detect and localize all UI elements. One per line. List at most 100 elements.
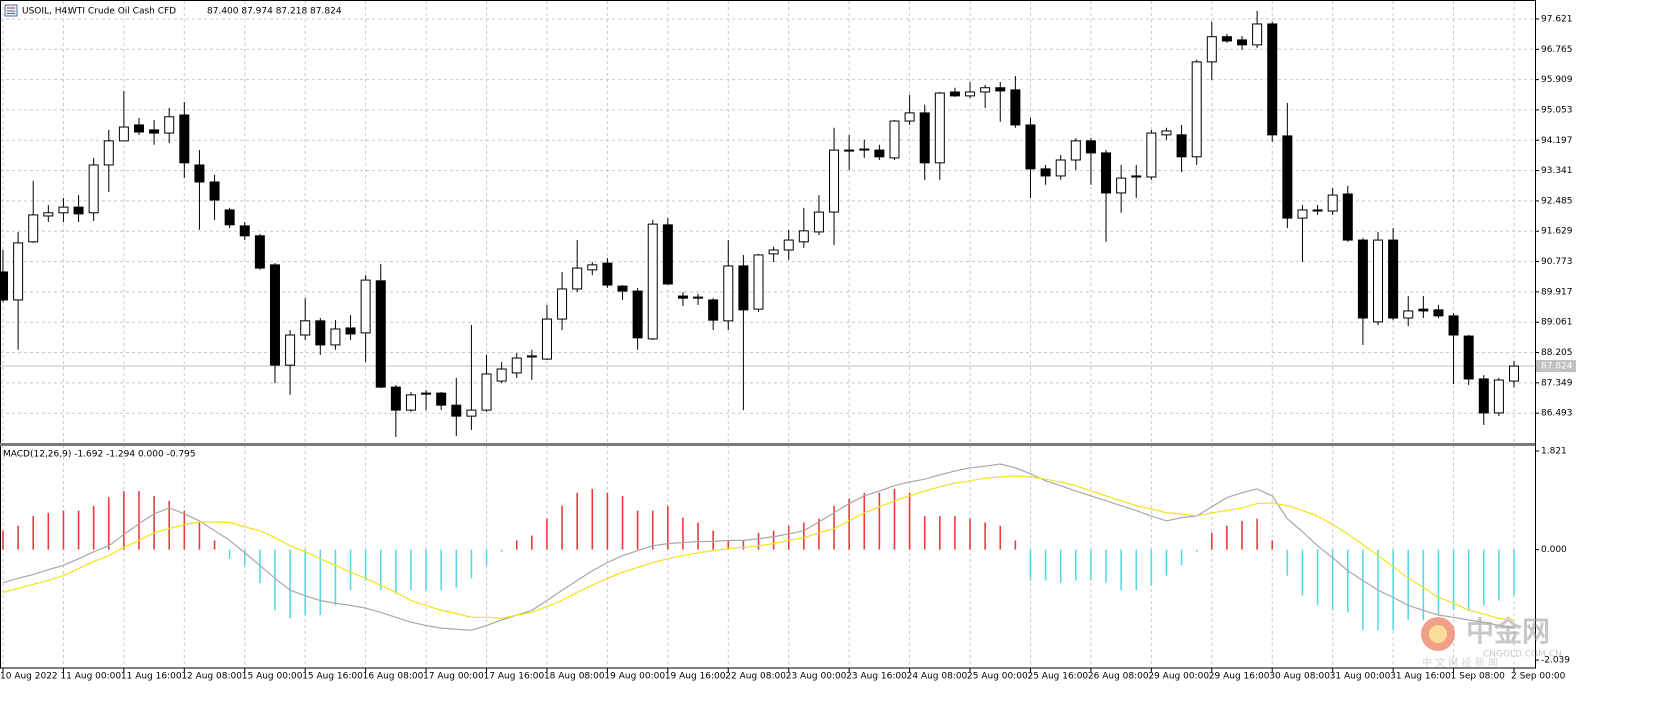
candle-body: [693, 296, 704, 299]
y-tick-label: 97.621: [1541, 14, 1573, 24]
candle-body: [859, 148, 870, 151]
candle-body: [1206, 36, 1217, 63]
x-tick-label: 12 Aug 08:00: [181, 672, 242, 682]
candle-body: [798, 230, 809, 243]
candle-body: [88, 164, 99, 214]
watermark-tagline: 中 文 财 经 新 闻: [1422, 656, 1498, 669]
candle-body: [874, 149, 885, 158]
x-tick-label: 2 Sep 00:00: [1511, 672, 1566, 682]
candle-body: [1433, 309, 1444, 317]
candle-body: [662, 224, 673, 285]
candle-body: [43, 212, 54, 217]
candle-body: [723, 265, 734, 322]
x-tick-label: 1 Sep 08:00: [1451, 672, 1506, 682]
candle-body: [708, 299, 719, 321]
candle-body: [405, 394, 416, 411]
candle-body: [1403, 310, 1414, 319]
candle-body: [617, 285, 628, 292]
candle-body: [1357, 239, 1368, 319]
candle-body: [118, 126, 129, 142]
y-tick-label: 89.061: [1541, 318, 1573, 328]
candle-body: [1055, 159, 1066, 177]
candle-body: [1509, 365, 1519, 382]
candle-body: [1493, 379, 1504, 414]
candle-body: [375, 280, 386, 388]
watermark: 中金网 CNGOLD.COM.CN 中 文 财 经 新 闻: [1421, 615, 1562, 669]
x-tick-label: 11 Aug 00:00: [60, 672, 121, 682]
candle-body: [889, 120, 900, 159]
y-tick-label: 91.629: [1541, 227, 1573, 237]
y-tick-label: 95.053: [1541, 105, 1573, 115]
candle-body: [164, 116, 175, 134]
candle-body: [526, 355, 537, 358]
candle-body: [1418, 308, 1429, 312]
candle-body: [572, 267, 583, 290]
candle-body: [1176, 134, 1187, 158]
candle-body: [934, 92, 945, 164]
candle-body: [1312, 209, 1323, 212]
y-tick-label: 95.909: [1541, 75, 1573, 85]
x-tick-label: 11 Aug 16:00: [121, 672, 182, 682]
candle-body: [813, 211, 824, 233]
candle-body: [1146, 132, 1157, 178]
y-tick-label: 96.765: [1541, 45, 1573, 55]
candle-body: [1267, 23, 1278, 136]
x-tick-label: 23 Aug 00:00: [786, 672, 847, 682]
candle-body: [330, 328, 341, 346]
x-tick-label: 19 Aug 16:00: [665, 672, 726, 682]
candle-body: [1040, 168, 1051, 177]
candle-body: [1373, 239, 1384, 323]
grid-layer: [0, 1, 1535, 667]
candle-body: [904, 112, 915, 122]
candle-body: [390, 386, 401, 411]
candle-body: [1085, 140, 1096, 154]
x-tick-label: 29 Aug 16:00: [1209, 672, 1270, 682]
candle-body: [179, 114, 190, 164]
candle-body: [421, 392, 432, 395]
candle-body: [1297, 209, 1308, 219]
candle-body: [602, 262, 613, 286]
last-price-label: 87.824: [1541, 362, 1573, 372]
candle-body: [1161, 130, 1172, 136]
candle-body: [0, 271, 8, 301]
x-tick-label: 31 Aug 16:00: [1390, 672, 1451, 682]
x-tick-label: 17 Aug 00:00: [423, 672, 484, 682]
candle-body: [1010, 89, 1021, 126]
x-tick-label: 17 Aug 16:00: [484, 672, 545, 682]
candle-body: [451, 404, 462, 417]
candle-body: [360, 279, 371, 334]
candle-body: [285, 334, 296, 366]
candle-body: [1342, 193, 1353, 241]
symbol: USOIL, H4:: [22, 7, 70, 17]
candle-body: [965, 91, 976, 97]
plot-frame: [0, 0, 1536, 669]
candle-body: [1131, 175, 1142, 178]
candle-body: [557, 288, 568, 320]
candle-body: [980, 87, 991, 93]
candle-body: [738, 265, 749, 311]
candle-body: [149, 129, 160, 134]
candle-body: [466, 409, 477, 417]
candle-body: [496, 368, 507, 382]
x-tick-label: 15 Aug 00:00: [242, 672, 303, 682]
candle-body: [194, 164, 205, 183]
candle-body: [13, 242, 24, 301]
panel-separator: [0, 443, 1535, 446]
candle-body: [209, 181, 220, 201]
candle-body: [1116, 177, 1127, 194]
candle-body: [1327, 194, 1338, 212]
candle-body: [315, 320, 326, 346]
candle-body: [1237, 39, 1248, 46]
x-tick-label: 22 Aug 08:00: [725, 672, 786, 682]
y-tick-label: 90.773: [1541, 257, 1573, 267]
candle-body: [829, 149, 840, 213]
candle-body: [995, 87, 1006, 92]
x-tick-label: 15 Aug 16:00: [302, 672, 363, 682]
x-tick-label: 19 Aug 00:00: [604, 672, 665, 682]
y-tick-label: 92.485: [1541, 196, 1573, 206]
candle-body: [753, 254, 764, 310]
ohlc-readout: 87.400 87.974 87.218 87.824: [207, 7, 342, 17]
watermark-site: CNGOLD.COM.CN: [1483, 650, 1562, 660]
candle-body: [254, 235, 265, 269]
